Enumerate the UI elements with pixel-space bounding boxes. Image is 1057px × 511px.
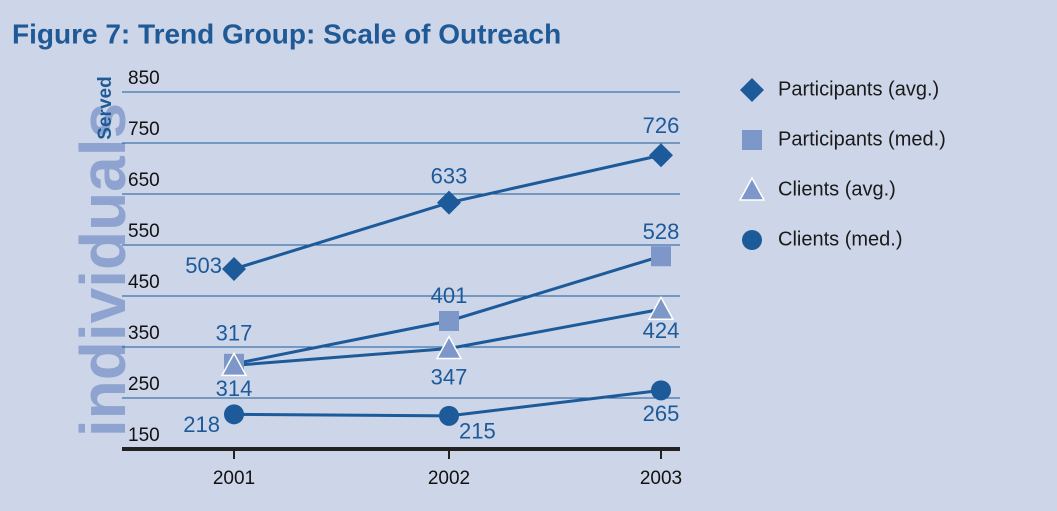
y-tick-label: 850 [128, 68, 160, 89]
y-tick-label: 150 [128, 425, 160, 446]
data-label: 401 [431, 283, 468, 308]
data-label: 265 [643, 401, 680, 426]
data-label: 314 [216, 376, 253, 401]
data-point [649, 143, 673, 168]
data-label: 317 [216, 321, 253, 346]
x-tick-label: 2002 [428, 468, 470, 489]
y-tick-label: 750 [128, 119, 160, 140]
y-tick-label: 450 [128, 272, 160, 293]
data-point [651, 380, 671, 401]
chart-title: Figure 7: Trend Group: Scale of Outreach [12, 18, 561, 49]
data-point [439, 310, 459, 331]
data-label: 528 [643, 219, 680, 244]
y-axis-sublabel: Served [95, 76, 116, 139]
legend-marker [738, 176, 766, 201]
y-tick-label: 650 [128, 170, 160, 191]
y-axis-label: individuals [67, 103, 139, 437]
data-label: 633 [431, 163, 468, 188]
legend-marker [742, 130, 762, 150]
data-point [439, 405, 459, 426]
data-point [651, 246, 671, 267]
data-point [220, 351, 248, 377]
data-label: 424 [643, 318, 680, 343]
data-point [647, 295, 675, 321]
legend-label: Participants (med.) [778, 128, 946, 150]
data-label: 726 [643, 113, 680, 138]
data-point [222, 256, 246, 281]
x-tick-label: 2001 [213, 468, 255, 489]
data-label: 347 [431, 364, 468, 389]
legend-label: Participants (avg.) [778, 78, 939, 100]
data-label: 503 [185, 253, 222, 278]
y-tick-label: 250 [128, 374, 160, 395]
data-point [437, 190, 461, 215]
data-label: 218 [183, 412, 220, 437]
legend-label: Clients (med.) [778, 228, 902, 250]
y-tick-label: 350 [128, 323, 160, 344]
legend-label: Clients (avg.) [778, 178, 896, 200]
y-tick-label: 550 [128, 221, 160, 242]
data-point [224, 404, 244, 425]
x-tick-label: 2003 [640, 468, 682, 489]
data-label: 215 [459, 419, 496, 444]
data-point [435, 334, 463, 360]
legend-marker [740, 78, 764, 102]
legend-marker [742, 230, 762, 250]
